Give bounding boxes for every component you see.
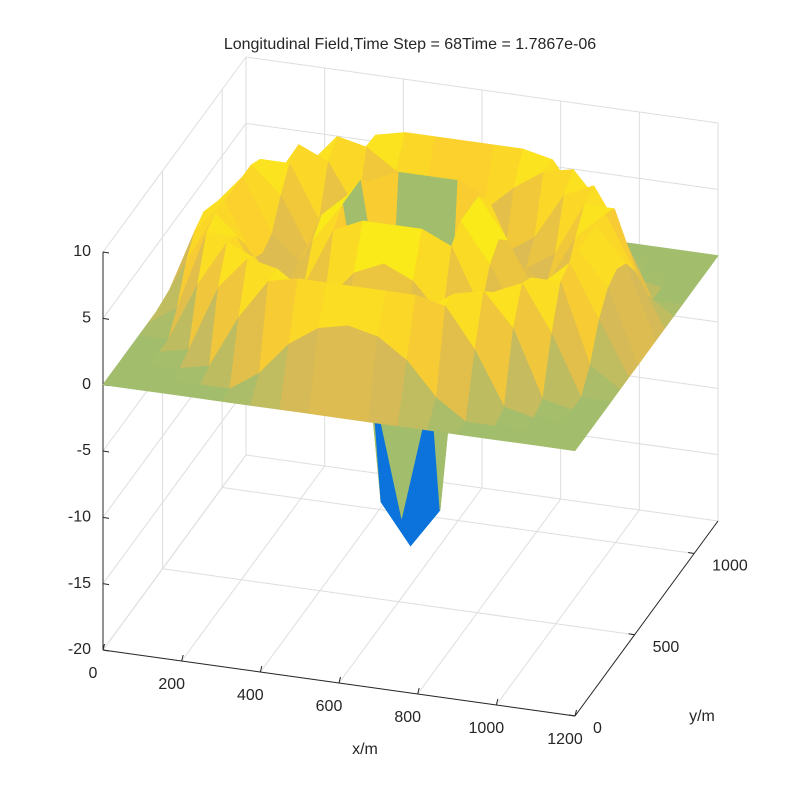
grid-line — [417, 498, 562, 695]
y-tick-label: 500 — [653, 639, 680, 656]
x-tick — [574, 709, 577, 717]
grid-line — [102, 388, 247, 584]
z-tick-label: -5 — [77, 442, 91, 459]
grid-line — [102, 56, 247, 253]
y-tick — [568, 714, 576, 717]
grid-line — [259, 476, 404, 673]
surface-patch — [545, 433, 585, 452]
grid-line — [162, 568, 635, 636]
x-tick-label: 0 — [89, 665, 98, 682]
z-tick — [102, 317, 110, 320]
x-tick-label: 1000 — [469, 720, 505, 737]
grid-line — [222, 487, 695, 554]
x-tick — [259, 665, 263, 673]
x-tick-label: 1200 — [547, 731, 583, 748]
z-tick-label: -10 — [68, 509, 91, 526]
z-tick-label: -20 — [68, 641, 91, 658]
x-tick-label: 600 — [316, 698, 343, 715]
chart-title: Longitudinal Field,Time Step = 68Time = … — [224, 36, 596, 53]
x-tick — [417, 687, 420, 695]
y-axis — [574, 520, 719, 717]
x-tick-label: 800 — [394, 709, 421, 726]
z-tick-label: 5 — [82, 310, 91, 327]
z-tick — [102, 649, 110, 652]
grid-line — [245, 454, 719, 522]
x-tick-label: 400 — [237, 687, 264, 704]
z-tick-label: 0 — [82, 376, 91, 393]
y-tick-label: 1000 — [712, 558, 748, 575]
x-tick — [181, 654, 184, 662]
y-tick — [688, 552, 695, 554]
z-tick — [102, 251, 110, 254]
z-tick — [102, 450, 110, 453]
y-tick-label: 0 — [593, 720, 602, 737]
x-tick — [102, 643, 105, 651]
z-tick-label: -15 — [68, 575, 91, 592]
grid-line — [181, 465, 326, 662]
z-tick-label: 10 — [73, 243, 91, 260]
z-tick — [102, 516, 110, 519]
x-tick-label: 200 — [158, 676, 185, 693]
grid-line — [245, 56, 719, 124]
grid-line — [102, 123, 247, 319]
y-axis-label: y/m — [689, 708, 715, 725]
x-tick — [338, 676, 341, 684]
x-axis-label: x/m — [352, 741, 378, 758]
z-tick — [102, 583, 110, 586]
y-tick — [628, 633, 635, 636]
x-tick — [495, 698, 499, 706]
grid-line — [102, 454, 247, 651]
grid-line — [495, 509, 640, 706]
